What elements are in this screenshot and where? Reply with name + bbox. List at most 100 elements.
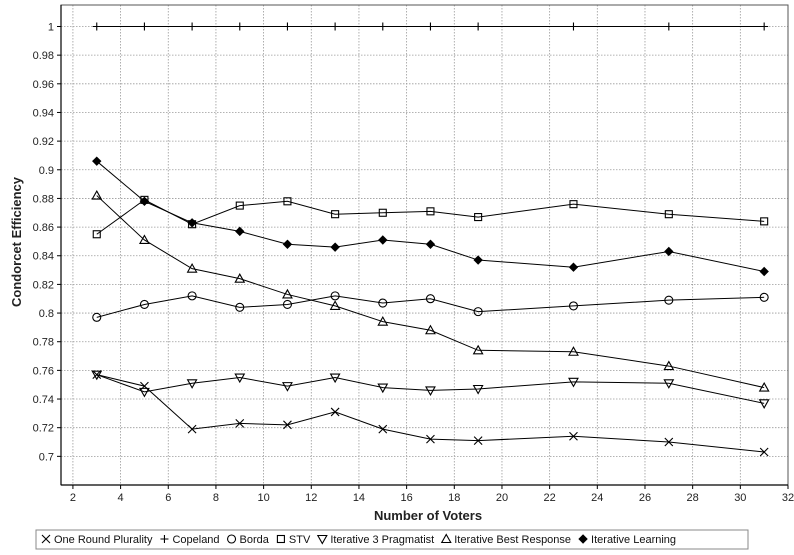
data-point: [138, 234, 150, 245]
data-point: [425, 239, 436, 249]
data-point: [235, 418, 245, 428]
data-point: [378, 298, 388, 308]
data-point: [235, 302, 245, 312]
data-point: [187, 291, 197, 301]
data-point: [283, 22, 292, 31]
legend-label: One Round Plurality: [54, 534, 153, 546]
x-tick-label: 14: [353, 492, 365, 504]
data-point: [91, 370, 103, 381]
data-point: [472, 384, 484, 395]
series-line: [96, 160, 765, 272]
x-tick-label: 20: [496, 492, 508, 504]
data-point: [282, 299, 292, 310]
x-tick-label: 4: [118, 492, 124, 504]
data-point: [283, 420, 292, 430]
series-circle: [92, 291, 769, 322]
data-point: [377, 383, 389, 394]
series-line: [96, 295, 765, 318]
data-point: [140, 22, 149, 31]
data-point: [568, 301, 579, 311]
data-point: [473, 255, 483, 265]
x-tick-label: 16: [400, 492, 412, 504]
legend-marker: [578, 534, 588, 544]
series-line: [96, 374, 765, 404]
data-point: [282, 288, 293, 299]
x-tick-label: 32: [782, 492, 794, 504]
data-point: [569, 431, 578, 441]
data-point: [568, 262, 579, 272]
data-point: [472, 344, 484, 355]
legend-label: Iterative Learning: [591, 534, 676, 546]
data-point: [473, 436, 483, 445]
legend-label: Iterative Best Response: [454, 534, 571, 546]
data-point: [425, 386, 436, 397]
data-point: [378, 235, 388, 245]
x-tick-label: 28: [687, 492, 699, 504]
legend-marker: [440, 533, 452, 544]
series-line: [96, 374, 765, 453]
data-point: [282, 239, 293, 249]
data-point: [139, 299, 149, 310]
data-point: [569, 22, 578, 31]
x-tick-label: 26: [639, 492, 651, 504]
y-tick-label: 0.84: [33, 251, 54, 263]
y-tick-label: 0.96: [33, 79, 54, 91]
y-tick-label: 0.94: [33, 107, 54, 119]
legend-marker: [226, 534, 237, 544]
data-point: [568, 377, 579, 388]
data-point: [758, 399, 770, 409]
data-point: [187, 424, 197, 434]
data-point: [92, 312, 102, 322]
data-point: [92, 22, 101, 31]
y-tick-label: 0.9: [39, 165, 54, 177]
x-tick-label: 30: [734, 492, 746, 504]
x-tick-label: 10: [257, 492, 269, 504]
plot-area: [61, 5, 788, 485]
data-point: [569, 200, 578, 209]
data-point: [759, 292, 769, 302]
data-point: [92, 156, 102, 166]
legend-label: Borda: [240, 534, 270, 546]
y-tick-label: 0.98: [33, 50, 54, 62]
data-point: [426, 434, 435, 444]
y-tick-label: 0.74: [33, 394, 54, 406]
legend-marker: [41, 534, 51, 544]
data-point: [282, 382, 293, 392]
y-tick-label: 0.88: [33, 193, 54, 205]
series-triangle-up: [91, 189, 770, 392]
y-tick-label: 0.72: [33, 423, 54, 435]
x-tick-label: 12: [305, 492, 317, 504]
series-triangle-down: [91, 370, 770, 409]
data-point: [330, 242, 340, 252]
x-tick-label: 2: [70, 492, 76, 504]
data-point: [91, 189, 103, 200]
data-point: [330, 291, 340, 301]
data-point: [331, 210, 340, 219]
data-point: [425, 324, 436, 335]
data-point: [568, 346, 579, 356]
series-plus: [92, 22, 769, 31]
data-point: [329, 300, 341, 310]
data-point: [426, 22, 435, 31]
data-point: [663, 379, 675, 389]
y-tick-label: 0.82: [33, 279, 54, 291]
data-point: [664, 295, 674, 305]
data-point: [331, 22, 340, 31]
data-point: [377, 316, 389, 326]
data-point: [92, 230, 101, 239]
data-point: [760, 22, 769, 31]
y-tick-label: 0.8: [39, 308, 54, 320]
data-point: [663, 360, 675, 371]
data-point: [759, 447, 769, 457]
data-point: [474, 22, 483, 31]
data-point: [234, 373, 246, 384]
legend-marker: [276, 534, 285, 544]
data-point: [378, 424, 388, 434]
legend-box: [35, 529, 749, 550]
data-point: [186, 263, 198, 273]
data-point: [664, 437, 674, 447]
y-tick-label: 0.7: [39, 451, 54, 463]
data-point: [378, 22, 387, 31]
x-tick-label: 6: [165, 492, 171, 504]
